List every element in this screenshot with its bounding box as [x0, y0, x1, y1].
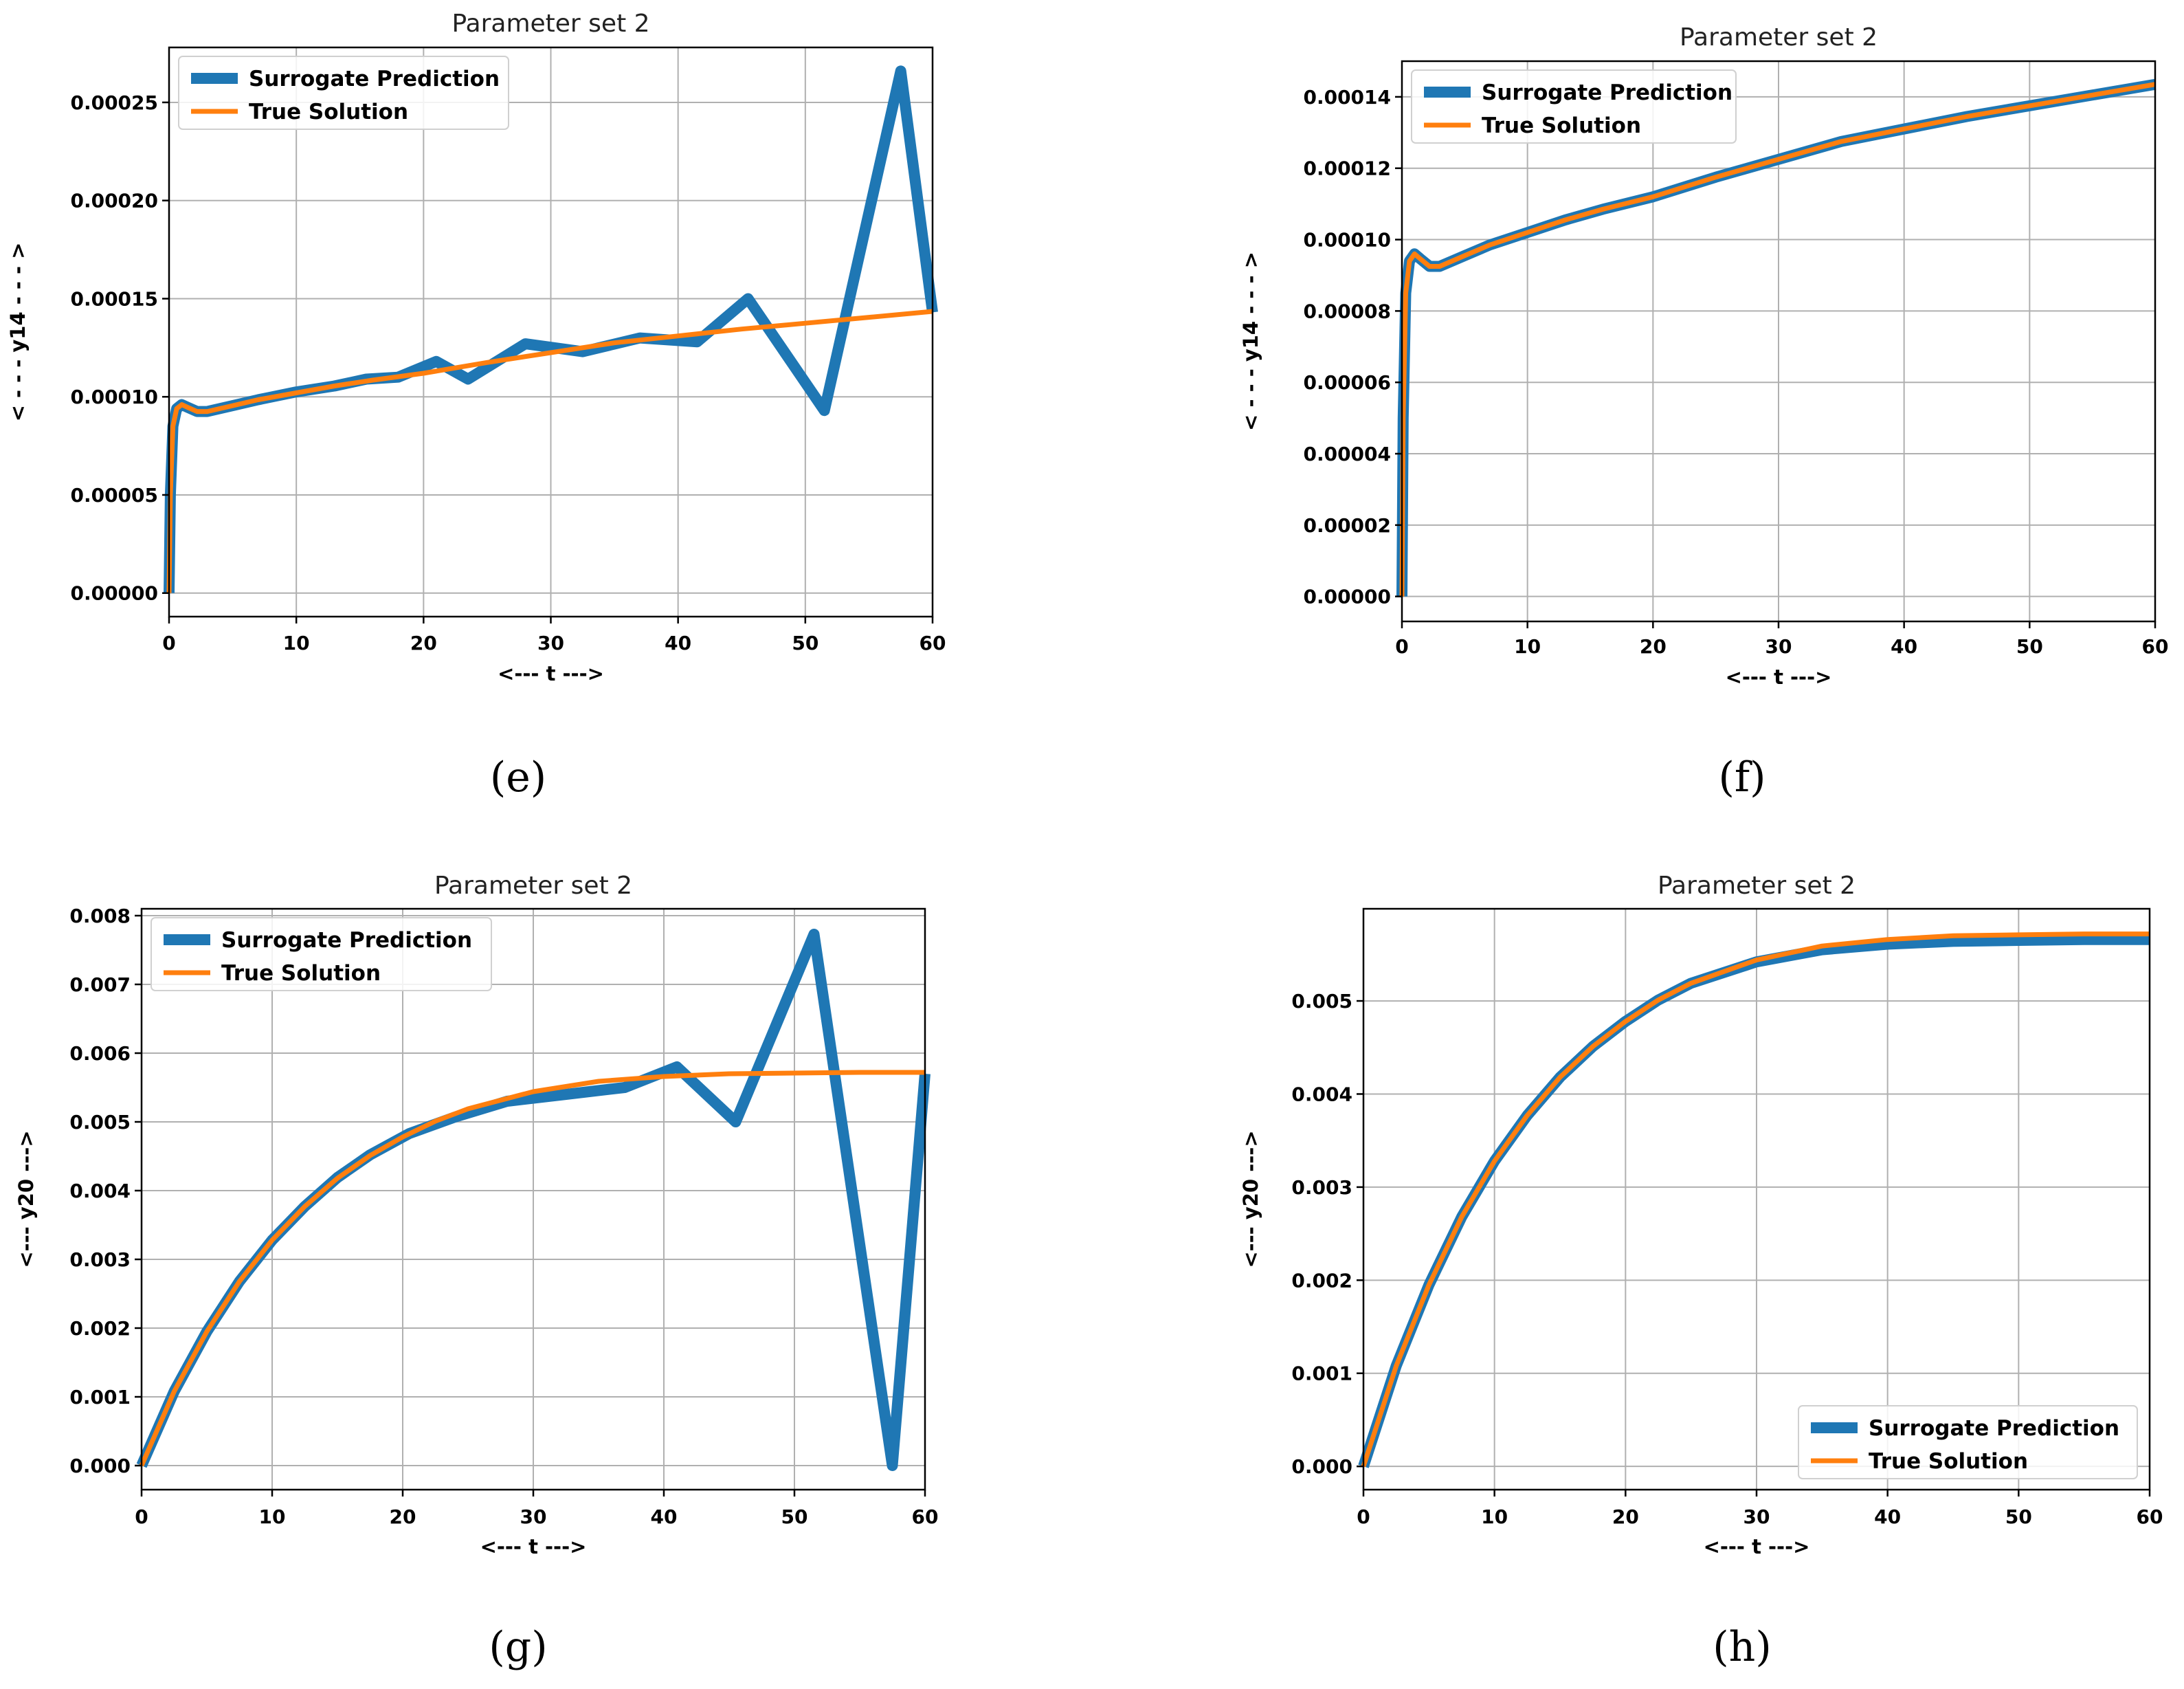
y-tick-label: 0.00002 [1303, 514, 1391, 537]
x-axis-label: <--- t ---> [498, 662, 604, 685]
y-tick-label: 0.004 [1291, 1083, 1352, 1105]
legend: Surrogate Prediction True Solution [178, 56, 509, 130]
y-tick-label: 0.00015 [70, 287, 158, 310]
y-tick-label: 0.00010 [70, 386, 158, 408]
x-tick-label: 10 [1481, 1505, 1508, 1528]
legend-box [1798, 1405, 2138, 1479]
y-tick-label: 0.000 [69, 1455, 131, 1477]
y-tick-label: 0.008 [69, 905, 131, 927]
x-tick-label: 20 [390, 1505, 416, 1528]
x-tick-label: 60 [912, 1505, 939, 1528]
chart-panel-g: 0 10 20 30 40 50 60 0.000 0.001 0.002 0.003 0.004 0.… [14, 872, 938, 1671]
x-tick-label: 40 [665, 632, 691, 654]
legend-label-true: True Solution [1482, 113, 1641, 138]
x-tick-label: 50 [781, 1505, 808, 1528]
y-tick-label: 0.006 [69, 1042, 131, 1065]
y-tick-label: 0.00014 [1303, 86, 1391, 109]
x-tick-label: 30 [520, 1505, 547, 1528]
y-tick-label: 0.00012 [1303, 157, 1391, 180]
y-tick-label: 0.00005 [70, 484, 158, 507]
x-tick-label: 20 [1640, 635, 1667, 658]
chart-panel-h: 0 10 20 30 40 50 60 0.000 0.001 0.002 0.003 0.004 0.… [1239, 872, 2163, 1671]
legend-label-surrogate: Surrogate Prediction [249, 67, 500, 91]
x-tick-label: 60 [920, 632, 946, 654]
x-tick-label: 0 [135, 1505, 148, 1528]
x-tick-label: 10 [259, 1505, 286, 1528]
x-tick-label: 50 [2005, 1505, 2032, 1528]
y-axis-label: < - - - y14 - - - > [6, 243, 30, 422]
chart-panel-e: 0 10 20 30 40 50 60 0.00000 0.00005 0.00010 0.0001… [6, 10, 946, 802]
chart-title: Parameter set 2 [1680, 23, 1877, 52]
y-tick-label: 0.00010 [1303, 229, 1391, 252]
chart-title: Parameter set 2 [1658, 872, 1856, 900]
legend-box [1411, 69, 1737, 144]
y-tick-label: 0.000 [1291, 1455, 1352, 1478]
x-tick-label: 60 [2137, 1505, 2163, 1528]
y-tick-label: 0.00008 [1303, 300, 1391, 322]
y-tick-label: 0.00006 [1303, 371, 1391, 394]
legend-label-true: True Solution [221, 961, 381, 986]
y-tick-label: 0.007 [69, 973, 131, 996]
x-tick-label: 0 [162, 632, 175, 654]
x-tick-label: 30 [537, 632, 564, 654]
y-tick-label: 0.00000 [70, 582, 158, 605]
y-axis-label: <--- y20 ---> [14, 1130, 38, 1268]
chart-title: Parameter set 2 [434, 872, 632, 900]
chart-panel-f: 0 10 20 30 40 50 60 0.00000 0.00002 0.00004 0.0000… [1239, 23, 2168, 802]
x-axis-label: <--- t ---> [1704, 1535, 1810, 1558]
legend-label-surrogate: Surrogate Prediction [221, 928, 472, 953]
legend-box [151, 917, 492, 991]
legend: Surrogate Prediction True Solution [1798, 1405, 2138, 1479]
x-tick-label: 40 [1891, 635, 1917, 658]
legend: Surrogate Prediction True Solution [1411, 69, 1737, 144]
x-axis-label: <--- t ---> [1726, 665, 1832, 689]
y-axis-label: <--- y20 ---> [1239, 1130, 1262, 1268]
x-tick-label: 30 [1765, 635, 1792, 658]
x-tick-label: 20 [1612, 1505, 1639, 1528]
legend-label-surrogate: Surrogate Prediction [1869, 1416, 2119, 1441]
y-tick-label: 0.003 [69, 1248, 131, 1271]
true-solution-line [1399, 82, 2156, 597]
legend-label-true: True Solution [249, 100, 408, 124]
true-solution-line [139, 1070, 925, 1467]
panel-caption: (e) [490, 753, 546, 802]
x-tick-label: 50 [792, 632, 818, 654]
x-tick-label: 20 [410, 632, 437, 654]
x-tick-label: 10 [283, 632, 310, 654]
true-solution-line [166, 309, 933, 593]
panel-caption: (f) [1718, 753, 1765, 802]
y-tick-label: 0.001 [1291, 1362, 1352, 1385]
legend-label-true: True Solution [1869, 1449, 2028, 1474]
panel-caption: (h) [1713, 1623, 1771, 1671]
y-tick-label: 0.00025 [70, 91, 158, 114]
y-tick-label: 0.005 [69, 1111, 131, 1134]
y-tick-label: 0.002 [1291, 1269, 1352, 1292]
y-tick-label: 0.005 [1291, 990, 1352, 1013]
x-tick-label: 10 [1514, 635, 1541, 658]
x-tick-label: 50 [2016, 635, 2043, 658]
x-tick-label: 0 [1357, 1505, 1370, 1528]
legend-box [178, 56, 509, 130]
y-axis-label: < - - - y14 - - - > [1239, 252, 1262, 431]
y-tick-label: 0.002 [69, 1317, 131, 1340]
x-tick-label: 40 [1874, 1505, 1901, 1528]
y-tick-label: 0.001 [69, 1386, 131, 1409]
y-tick-label: 0.00004 [1303, 443, 1391, 465]
x-tick-label: 0 [1395, 635, 1408, 658]
y-tick-label: 0.00020 [70, 190, 158, 212]
x-axis-label: <--- t ---> [480, 1535, 587, 1558]
legend-label-surrogate: Surrogate Prediction [1482, 80, 1732, 105]
legend: Surrogate Prediction True Solution [151, 917, 492, 991]
x-tick-label: 60 [2142, 635, 2169, 658]
chart-title: Parameter set 2 [452, 10, 649, 38]
x-tick-label: 30 [1743, 1505, 1770, 1528]
y-tick-label: 0.00000 [1303, 586, 1391, 608]
x-tick-label: 40 [651, 1505, 678, 1528]
panel-caption: (g) [489, 1623, 547, 1671]
true-solution-line [1361, 931, 2150, 1468]
y-tick-label: 0.004 [69, 1180, 131, 1202]
y-tick-label: 0.003 [1291, 1176, 1352, 1199]
